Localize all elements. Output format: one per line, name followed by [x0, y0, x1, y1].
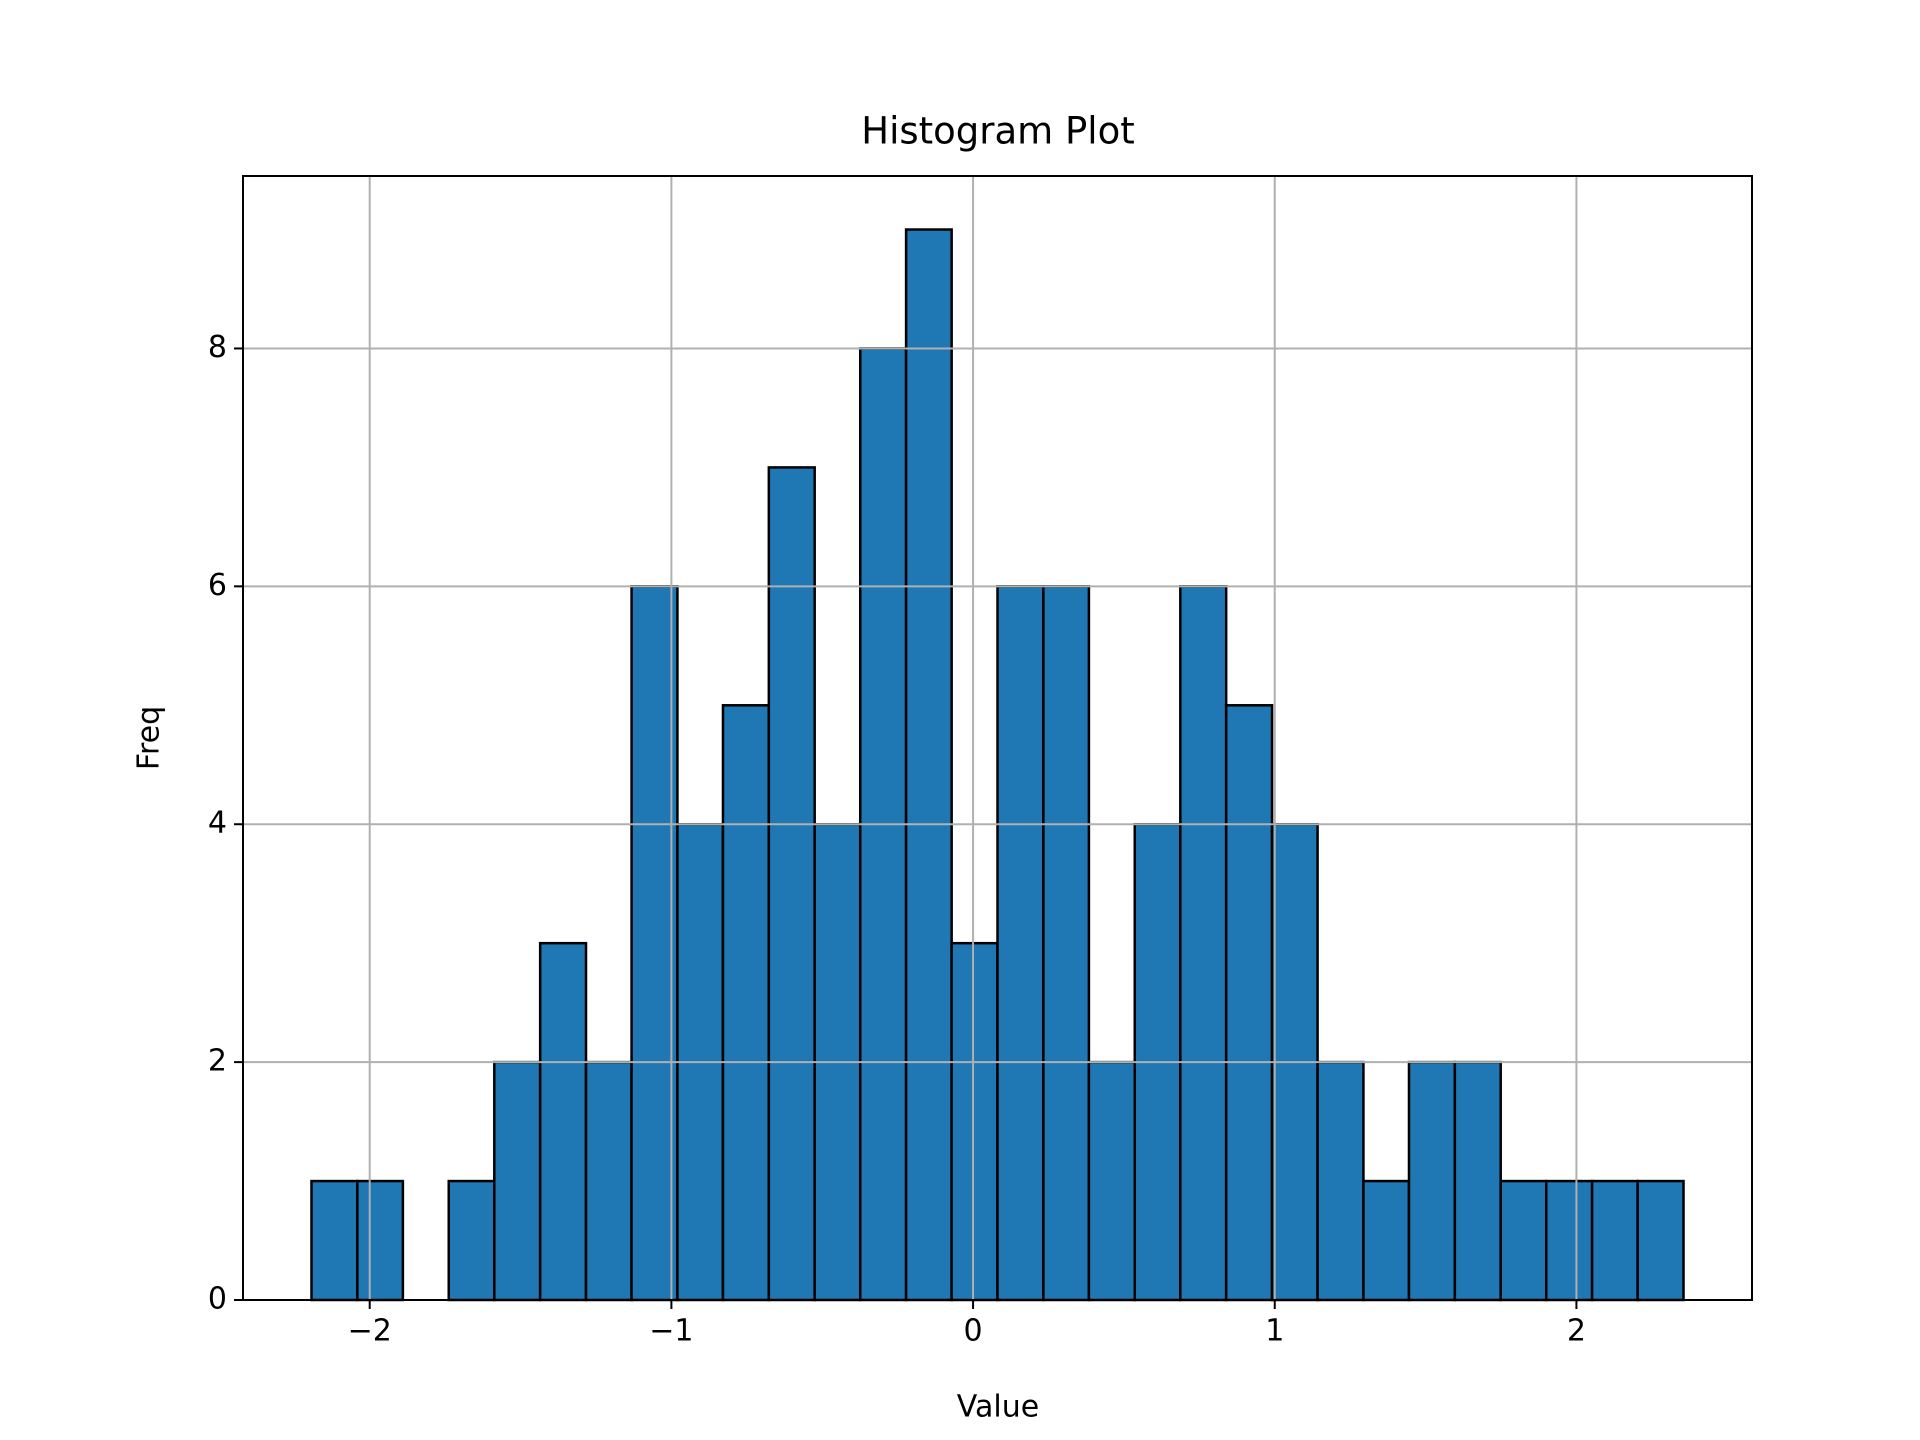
chart-title: Histogram Plot [861, 110, 1134, 153]
bar [493, 1060, 542, 1302]
y-tick-label: 2 [208, 1044, 227, 1079]
bar [767, 466, 816, 1302]
bar [1590, 1179, 1639, 1302]
bar [1499, 1179, 1548, 1302]
bar [1087, 1060, 1137, 1302]
bar [538, 941, 588, 1302]
x-tick-label: 2 [1567, 1314, 1586, 1349]
bar [1453, 1060, 1502, 1302]
x-tick-label: 1 [1265, 1314, 1284, 1349]
y-axis-label: Freq [132, 706, 167, 770]
bar [1179, 585, 1228, 1302]
bar [996, 585, 1045, 1302]
bar [1407, 1060, 1457, 1302]
bar [356, 1179, 405, 1302]
bar [1042, 585, 1091, 1302]
y-tick-label: 8 [208, 330, 227, 365]
bar [1224, 704, 1274, 1302]
y-tick-label: 6 [208, 568, 227, 603]
bar [1545, 1179, 1594, 1302]
bar [1362, 1179, 1411, 1302]
bar [904, 228, 953, 1302]
y-tick-label: 0 [208, 1282, 227, 1317]
bar [630, 585, 679, 1302]
plot-frame [242, 175, 1753, 1301]
bar [310, 1179, 359, 1302]
bar [1636, 1179, 1685, 1302]
bar [584, 1060, 633, 1302]
x-tick-label: 0 [964, 1314, 983, 1349]
bar [721, 704, 771, 1302]
bar [447, 1179, 496, 1302]
y-tick-label: 4 [208, 806, 227, 841]
x-tick-label: −2 [348, 1314, 392, 1349]
bar [950, 941, 999, 1302]
x-tick-label: −1 [649, 1314, 693, 1349]
bar [1316, 1060, 1365, 1302]
x-axis-label: Value [957, 1390, 1039, 1425]
